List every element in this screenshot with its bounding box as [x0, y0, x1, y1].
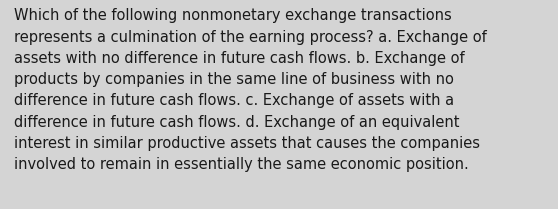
- Text: Which of the following nonmonetary exchange transactions
represents a culminatio: Which of the following nonmonetary excha…: [14, 8, 487, 172]
